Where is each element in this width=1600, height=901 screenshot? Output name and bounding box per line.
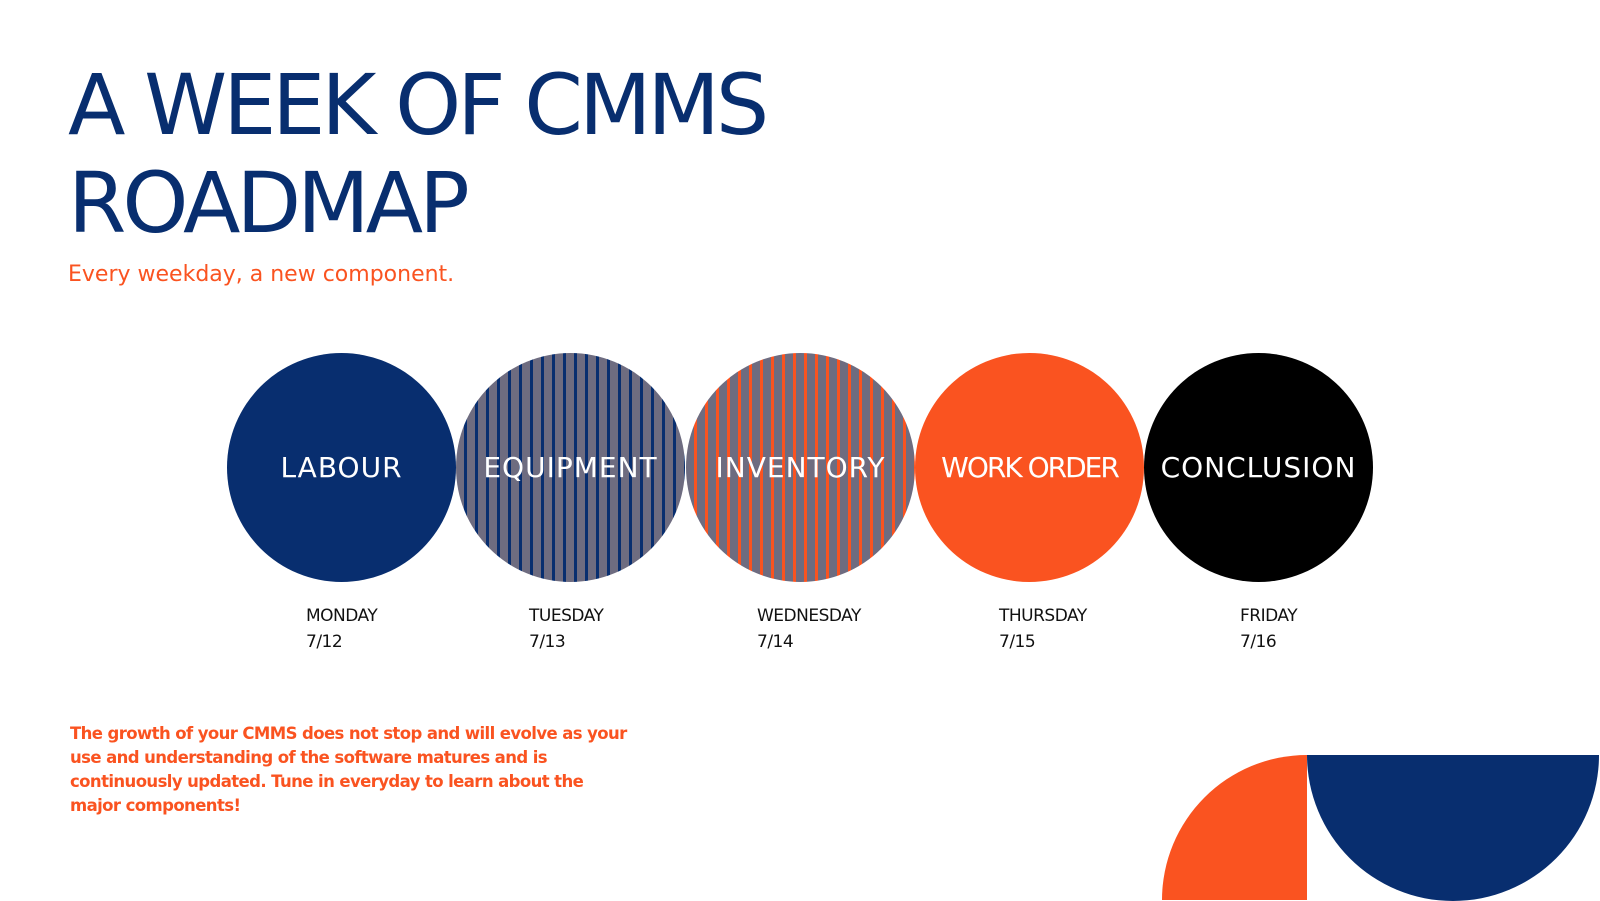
description: The growth of your CMMS does not stop an… xyxy=(70,724,627,815)
circle-inventory: INVENTORY xyxy=(686,353,915,582)
day-thursday: THURSDAY 7/15 xyxy=(999,603,1087,655)
day-monday: MONDAY 7/12 xyxy=(306,603,378,655)
component-label: EQUIPMENT xyxy=(483,451,658,484)
day-friday: FRIDAY 7/16 xyxy=(1240,603,1298,655)
title-line-2: ROADMAP xyxy=(68,154,470,252)
day-date: 7/16 xyxy=(1240,632,1277,652)
day-name: FRIDAY xyxy=(1240,606,1298,626)
component-label: INVENTORY xyxy=(715,451,886,484)
day-wednesday: WEDNESDAY 7/14 xyxy=(757,603,861,655)
subtitle: Every weekday, a new component. xyxy=(68,262,455,287)
day-date: 7/15 xyxy=(999,632,1036,652)
day-date: 7/13 xyxy=(529,632,566,652)
circle-labour: LABOUR xyxy=(227,353,456,582)
day-date: 7/14 xyxy=(757,632,794,652)
circle-conclusion: CONCLUSION xyxy=(1144,353,1373,582)
decorative-half-circle xyxy=(1307,755,1599,901)
circle-work-order: WORK ORDER xyxy=(915,353,1144,582)
day-name: MONDAY xyxy=(306,606,378,626)
decorative-quarter-circle xyxy=(1162,755,1307,900)
day-name: TUESDAY xyxy=(529,606,604,626)
day-name: THURSDAY xyxy=(999,606,1087,626)
day-name: WEDNESDAY xyxy=(757,606,861,626)
page-title: A WEEK OF CMMS ROADMAP xyxy=(68,56,769,252)
component-label: WORK ORDER xyxy=(941,451,1120,484)
circle-equipment: EQUIPMENT xyxy=(456,353,685,582)
day-date: 7/12 xyxy=(306,632,343,652)
title-line-1: A WEEK OF CMMS xyxy=(68,56,769,154)
component-label: CONCLUSION xyxy=(1160,451,1357,484)
day-tuesday: TUESDAY 7/13 xyxy=(529,603,604,655)
component-label: LABOUR xyxy=(280,451,403,484)
